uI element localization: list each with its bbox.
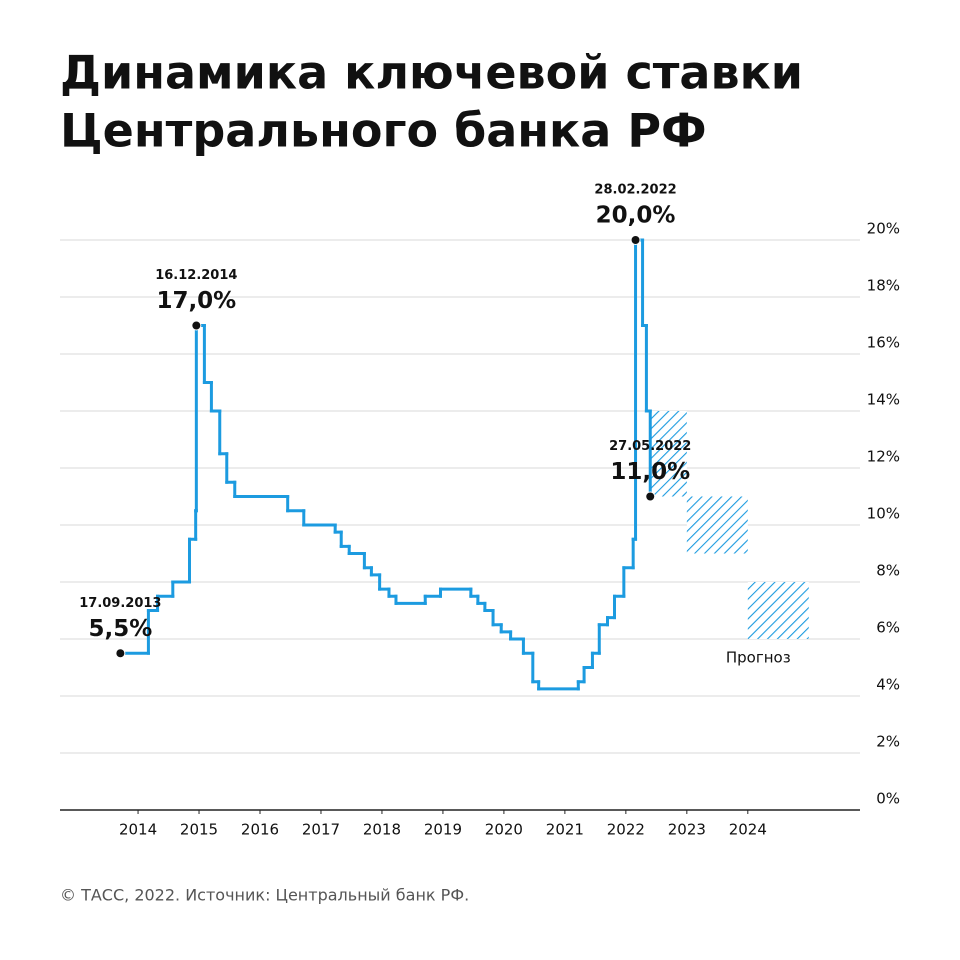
x-tick-label: 2015 (180, 821, 218, 839)
source: © ТАСС, 2022. Источник: Центральный банк… (60, 886, 469, 905)
chart-title: Центрального банка РФ (60, 104, 707, 158)
annotation-value: 20,0% (596, 203, 676, 229)
x-tick-label: 2021 (546, 821, 584, 839)
annotation-dot (645, 491, 656, 502)
chart-title: Динамика ключевой ставки (60, 46, 803, 100)
x-tick-label: 2022 (607, 821, 645, 839)
annotation-value: 5,5% (88, 616, 152, 642)
forecast-range (747, 582, 809, 639)
annotation-dot (191, 320, 202, 331)
x-tick-label: 2017 (302, 821, 340, 839)
y-tick-label: 0% (876, 790, 900, 808)
y-tick-label: 4% (876, 676, 900, 694)
x-tick-label: 2020 (485, 821, 523, 839)
forecast-range (686, 496, 748, 554)
y-tick-label: 16% (867, 334, 900, 352)
x-tick-label: 2023 (668, 821, 706, 839)
annotation-value: 17,0% (156, 288, 236, 314)
x-tick-label: 2016 (241, 821, 279, 839)
y-tick-label: 20% (867, 220, 900, 238)
y-tick-label: 6% (876, 619, 900, 637)
x-tick-label: 2018 (363, 821, 401, 839)
annotation-value: 11,0% (610, 459, 690, 485)
forecast-range (651, 411, 687, 497)
annotation-date: 17.09.2013 (79, 596, 161, 611)
y-tick-label: 18% (867, 277, 900, 295)
annotation-dot (115, 648, 126, 659)
annotation-date: 28.02.2022 (594, 183, 676, 198)
y-tick-label: 12% (867, 448, 900, 466)
y-tick-label: 2% (876, 733, 900, 751)
annotation-date: 27.05.2022 (609, 439, 691, 454)
x-tick-label: 2019 (424, 821, 462, 839)
annotation-date: 16.12.2014 (155, 268, 237, 283)
y-tick-label: 10% (867, 505, 900, 523)
y-tick-label: 8% (876, 562, 900, 580)
forecast-label: Прогноз (726, 649, 791, 667)
x-tick-label: 2024 (729, 821, 767, 839)
y-tick-label: 14% (867, 391, 900, 409)
x-tick-label: 2014 (119, 821, 157, 839)
annotation-dot (630, 235, 641, 245)
